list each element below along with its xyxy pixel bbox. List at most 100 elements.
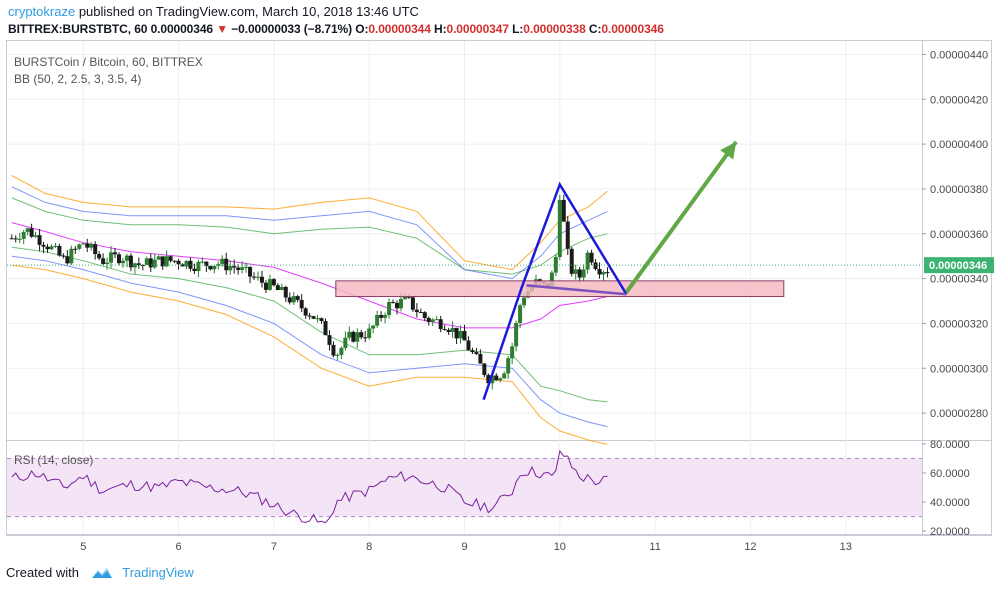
candle-body (41, 244, 46, 247)
candle-body (605, 272, 610, 274)
rsi-band-fill (7, 458, 922, 517)
candle-body (478, 354, 483, 364)
y-tick-label: 0.00000300 (930, 363, 988, 375)
candle-body (13, 238, 18, 240)
candle-body (9, 238, 14, 240)
candle-body (470, 350, 475, 353)
candle-body (553, 256, 558, 273)
candle-body (394, 302, 399, 309)
candle-body (363, 337, 368, 339)
rsi-line (11, 449, 608, 524)
bb-upper-band-3 (11, 175, 608, 271)
candle-body (291, 296, 296, 303)
candle-body (307, 315, 312, 317)
change-text: −0.00000033 (−8.71%) (231, 22, 353, 36)
candle-body (152, 259, 157, 268)
ohlc-line: BITTREX:BURSTBTC, 60 0.00000346 ▼ −0.000… (8, 22, 664, 36)
candle-body (263, 282, 268, 290)
x-tick-label: 9 (461, 541, 467, 553)
candle-body (89, 244, 94, 248)
candle-body (347, 331, 352, 338)
candle-body (565, 221, 570, 249)
candle-body (200, 261, 205, 263)
candle-body (267, 279, 272, 290)
bb-lower-band-1 (11, 246, 608, 403)
target-arrow-shaft (624, 140, 738, 294)
candle-body (375, 314, 380, 326)
chart-frame (6, 40, 992, 536)
main-pane-title: BURSTCoin / Bitcoin, 60, BITTREX (14, 55, 203, 69)
candle-body (53, 245, 58, 247)
candle-body (244, 266, 249, 268)
x-tick-label: 7 (271, 541, 277, 553)
candle-body (29, 228, 34, 237)
target-arrow-icon (720, 141, 737, 160)
candle-body (589, 252, 594, 263)
symbol-label: BITTREX:BURSTBTC, 60 (8, 22, 148, 36)
y-tick-label: 0.00000360 (930, 229, 988, 241)
candle-body (494, 375, 499, 381)
candle-body (458, 330, 463, 339)
candle-body (549, 272, 554, 286)
candle-body (593, 262, 598, 269)
pattern-line (482, 181, 628, 401)
candle-body (514, 322, 519, 347)
candle-body (236, 267, 241, 270)
candle-body (482, 363, 487, 376)
candle-body (474, 352, 479, 355)
candle-body (327, 335, 332, 345)
low-value: 0.00000338 (523, 22, 586, 36)
tradingview-link[interactable]: TradingView (122, 565, 194, 580)
pattern-base-line (526, 284, 627, 296)
close-value: 0.00000346 (601, 22, 664, 36)
x-tick-label: 11 (649, 541, 660, 553)
bb-legend: BB (50, 2, 2.5, 3, 3.5, 4) (14, 72, 141, 86)
candle-body (319, 318, 324, 322)
candle-body (120, 260, 125, 264)
bb-lower-band-3 (11, 264, 608, 445)
y-tick-label: 0.00000340 (930, 274, 988, 286)
candle-body (295, 296, 300, 300)
candle-body (522, 297, 527, 306)
candle-body (438, 319, 443, 330)
rsi-tick-label: 40.0000 (930, 497, 970, 509)
candle-body (240, 267, 245, 270)
candle-body (315, 318, 320, 320)
candle-body (216, 264, 221, 266)
candle-body (518, 305, 523, 323)
candle-body (323, 321, 328, 336)
candle-body (379, 314, 384, 318)
candle-body (21, 231, 26, 239)
author-link[interactable]: cryptokraze (8, 4, 76, 19)
candle-body (168, 256, 173, 261)
candle-body (85, 243, 90, 248)
candle-body (351, 331, 356, 342)
candle-body (128, 255, 133, 268)
candle-body (601, 272, 606, 275)
candle-body (426, 317, 431, 323)
candle-body (577, 269, 582, 278)
last-price-text: 0.00000346 (150, 22, 214, 36)
publish-line: cryptokraze published on TradingView.com… (8, 4, 419, 19)
candle-body (148, 258, 153, 268)
candle-body (502, 373, 507, 379)
x-tick-label: 8 (366, 541, 372, 553)
candle-body (220, 258, 225, 265)
candle-body (81, 243, 86, 245)
candle-body (287, 297, 292, 303)
candle-body (184, 260, 189, 267)
candle-body (65, 256, 70, 264)
candle-body (160, 256, 165, 267)
candle-body (105, 262, 110, 265)
candle-body (597, 268, 602, 275)
candle-body (581, 269, 586, 278)
candle-body (367, 328, 372, 338)
candle-body (391, 302, 396, 304)
candle-body (410, 297, 415, 310)
candle-body (585, 252, 590, 270)
rsi-tick-label: 80.0000 (930, 439, 970, 451)
candle-body (259, 276, 264, 283)
candle-body (156, 256, 161, 260)
down-arrow-icon: ▼ (216, 22, 228, 36)
